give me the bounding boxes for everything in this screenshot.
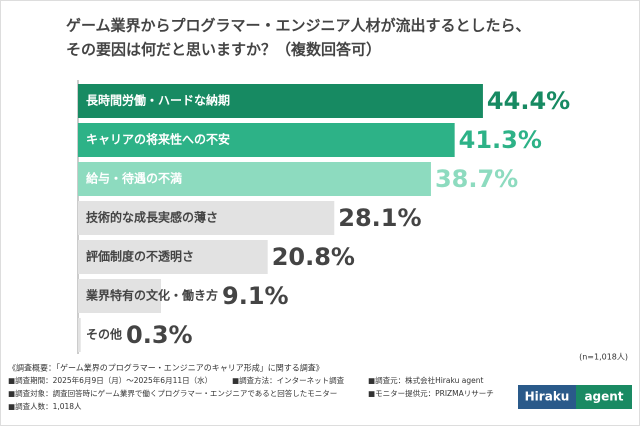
category-label: 評価制度の不透明さ <box>86 249 194 264</box>
logo-text: Hiraku <box>525 390 570 404</box>
note: ■モニター提供元：PRIZMAリサーチ <box>368 388 494 398</box>
value-label: 20.8% <box>272 243 355 271</box>
bar <box>78 123 455 157</box>
chart-title: その要因は何だと思いますか？（複数回答可） <box>66 41 381 59</box>
category-label: 業界特有の文化・働き方 <box>85 288 218 303</box>
category-label: 給与・待遇の不満 <box>86 171 182 186</box>
category-label: キャリアの将来性への不安 <box>86 132 230 147</box>
bar <box>78 162 431 196</box>
bar <box>78 201 335 235</box>
note: ■調査人数：1,018人 <box>8 401 82 411</box>
logo-box <box>518 385 576 409</box>
value-label: 28.1% <box>338 204 421 232</box>
value-label: 44.4% <box>487 87 570 115</box>
note: ■調査方法：インターネット調査 <box>232 375 345 385</box>
value-label: 9.1% <box>222 282 289 310</box>
value-label: 41.3% <box>459 126 542 154</box>
chart-title: ゲーム業界からプログラマー・エンジニア人材が流出するとしたら、 <box>66 17 531 35</box>
note-heading: 《調査概要：「ゲーム業界のプログラマー・エンジニアのキャリア形成」に関する調査》 <box>8 363 324 373</box>
note: ■調査期間：2025年6月9日（月）～2025年6月11日（水） <box>8 375 212 385</box>
category-label: 技術的な成長実感の薄さ <box>86 210 218 225</box>
bar <box>78 318 81 352</box>
value-label: 0.3% <box>126 321 193 349</box>
logo-box <box>576 385 632 409</box>
value-label: 38.7% <box>435 165 518 193</box>
bar <box>78 84 483 118</box>
sample-note: (n=1,018人) <box>579 353 628 362</box>
category-label: 長時間労働・ハードな納期 <box>86 93 230 108</box>
bar <box>78 279 161 313</box>
logo-text: agent <box>584 390 623 404</box>
note: ■調査対象：調査回答時にゲーム業界で働くプログラマー・エンジニアであると回答した… <box>8 388 337 398</box>
category-label: その他 <box>86 327 122 342</box>
notes: ■調査期間：2025年6月9日（月）～2025年6月11日（水） ■調査方法：イ… <box>8 375 494 411</box>
note: ■調査元：株式会社Hiraku agent <box>368 375 483 385</box>
bar <box>78 240 268 274</box>
